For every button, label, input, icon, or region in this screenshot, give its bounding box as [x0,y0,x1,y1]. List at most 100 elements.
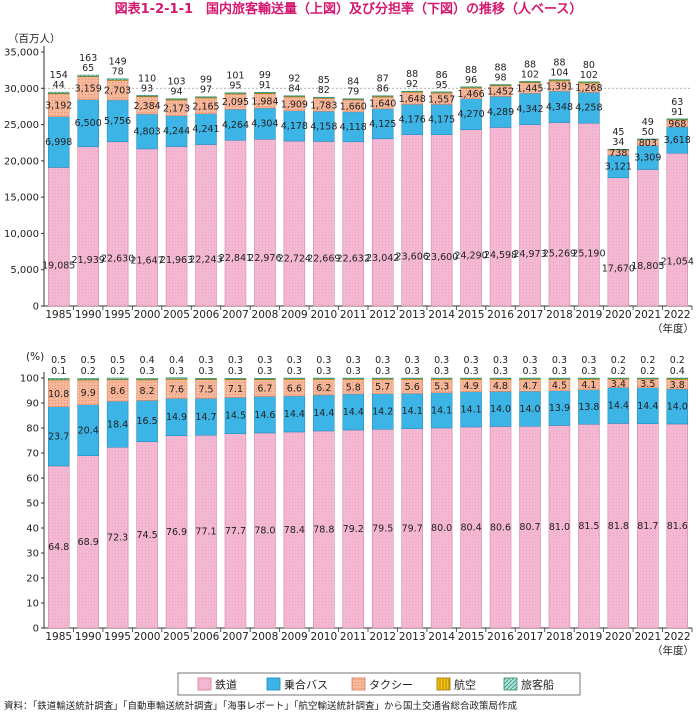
data-label-air: 0.3 [522,366,537,377]
bar-segment-ship-2007 [224,378,247,380]
legend-swatch-ship [503,677,518,691]
bar-segment-ship-2011 [342,377,365,379]
data-label-ship: 45 [612,127,624,138]
data-label-taxi: 6.2 [316,383,331,394]
data-label-bus: 3,618 [664,135,691,146]
data-label-air: 0.3 [405,366,420,377]
y-tick-label: 70 [26,449,39,460]
bar-segment-ship-2017 [519,377,541,379]
x-tick-label: 2014 [428,309,455,321]
data-label-taxi: 1,452 [487,87,514,98]
data-label-taxi: 1,466 [457,89,484,100]
bar-segment-ship-2019 [578,377,600,379]
data-label-ship: 88 [465,65,477,76]
data-label-rail: 21,963 [160,255,193,266]
data-label-ship: 0.3 [581,355,596,366]
data-label-ship: 0.5 [51,355,66,366]
x-tick-label: 1995 [104,309,131,321]
bar-segment-ship-2009 [283,95,306,97]
data-label-bus: 18.4 [107,419,128,430]
data-label-taxi: 803 [639,138,657,149]
x-tick-label: 2021 [634,309,661,321]
bar-segment-rail-2015 [460,129,482,307]
y-axis-label: (%) [26,351,44,363]
y-axis-label: （百万人） [8,33,61,45]
data-label-air: 98 [494,72,506,83]
x-tick-label: 1995 [104,631,131,643]
data-label-air: 0.3 [493,366,508,377]
x-tick-label: 2015 [458,309,485,321]
bar-segment-ship-2018 [548,377,571,379]
data-label-rail: 80.4 [461,523,482,534]
data-label-rail: 79.2 [343,524,364,535]
data-label-bus: 4,289 [487,107,514,118]
bar-segment-rail-2013 [401,134,423,307]
data-label-taxi: 1,557 [428,94,455,105]
legend-swatch-rail [197,677,212,691]
data-label-rail: 17,670 [602,263,635,274]
data-label-bus: 4,176 [399,115,426,126]
data-label-taxi: 2,703 [104,86,131,97]
data-label-air: 86 [377,84,389,95]
bar-segment-rail-2016 [489,127,512,307]
bar-segment-ship-2006 [195,96,217,98]
data-label-rail: 64.8 [48,542,69,553]
data-label-ship: 0.3 [522,355,537,366]
data-label-bus: 14.0 [519,404,540,415]
data-label-bus: 23.7 [48,431,69,442]
data-label-rail: 22,724 [278,253,311,264]
x-tick-label: 2011 [340,309,367,321]
bar-segment-rail-1985 [47,167,70,307]
data-label-taxi: 5.7 [375,382,390,393]
data-label-bus: 3,309 [634,153,661,164]
x-tick-label: 2014 [428,631,455,643]
data-label-air: 0.2 [640,366,655,377]
data-label-ship: 0.3 [257,355,272,366]
data-label-taxi: 10.8 [48,389,69,400]
bar-segment-rail-2022 [666,152,689,307]
data-label-bus: 13.9 [549,403,570,414]
data-label-taxi: 4.1 [581,380,596,391]
bar-segment-ship-2014 [430,91,453,93]
data-label-air: 0.3 [375,366,390,377]
data-label-ship: 0.3 [434,355,449,366]
data-label-taxi: 3,159 [75,84,102,95]
bar-segment-ship-2010 [313,377,335,379]
data-label-air: 0.1 [51,366,66,377]
data-label-taxi: 3,192 [45,101,72,112]
bar-segment-rail-2019 [578,122,600,307]
data-label-air: 102 [521,69,539,80]
data-label-rail: 24,973 [513,249,546,260]
data-label-bus: 14.1 [402,406,423,417]
data-label-ship: 84 [347,77,359,88]
data-label-air: 94 [170,87,182,98]
data-label-ship: 85 [318,75,330,86]
data-label-bus: 4,244 [163,126,190,137]
data-label-taxi: 4.9 [464,381,479,392]
x-tick-label: 2011 [340,631,367,643]
bar-segment-ship-2010 [313,96,335,99]
bar-segment-ship-2021 [637,377,659,379]
data-label-air: 0.3 [316,366,331,377]
data-label-air: 79 [347,87,359,98]
x-tick-label: 2016 [487,631,514,643]
bottom-chart-share: 0 10 20 30 40 50 60 70 80 90 100 (%) （年度） 1985 64.8 23.… [20,351,694,657]
data-label-air: 0.3 [198,366,213,377]
data-label-rail: 24,598 [484,250,517,261]
data-label-ship: 0.3 [405,355,420,366]
y-tick-label: 20,000 [4,156,39,167]
data-label-taxi: 6.7 [257,384,272,395]
data-label-ship: 49 [642,117,654,128]
data-label-bus: 4,270 [457,109,484,120]
data-label-rail: 72.3 [107,533,128,544]
x-tick-label: 2009 [281,631,308,643]
bar-segment-ship-2020 [607,148,630,151]
data-label-air: 93 [141,83,153,94]
bar-segment-rail-2020 [607,177,630,307]
data-label-ship: 0.3 [493,355,508,366]
bar-segment-ship-2015 [460,377,482,379]
legend-label-air: 航空 [454,678,476,692]
data-label-air: 0.3 [464,366,479,377]
data-label-taxi: 1,783 [310,100,337,111]
data-label-taxi: 7.1 [228,384,243,395]
